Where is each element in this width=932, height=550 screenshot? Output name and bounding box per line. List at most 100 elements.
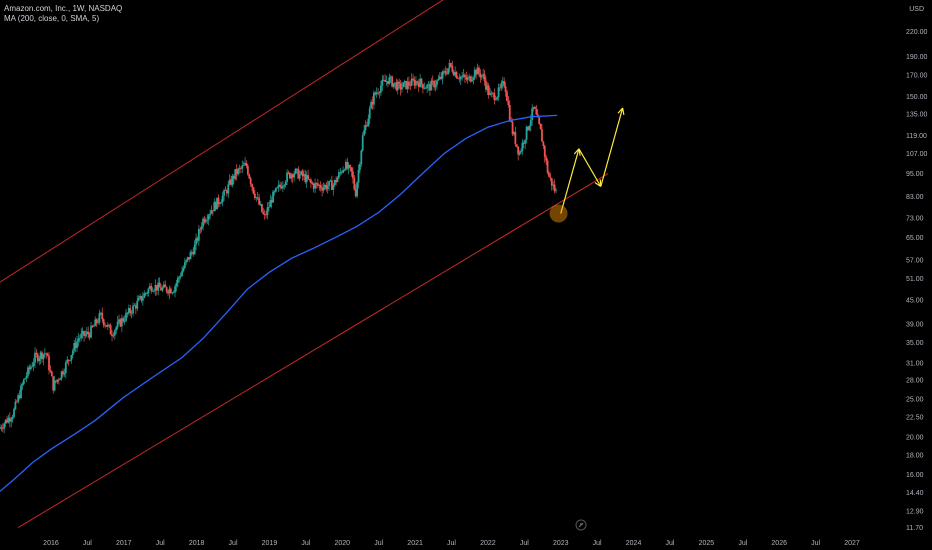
candle-body xyxy=(71,350,74,355)
candle-body xyxy=(368,108,371,119)
x-tick-label: Jul xyxy=(301,540,310,547)
candle-body xyxy=(464,74,466,78)
candle-body xyxy=(206,219,209,221)
candle-body xyxy=(108,324,111,326)
candle-body xyxy=(69,360,71,362)
candle-body xyxy=(321,188,323,191)
candle-body xyxy=(125,312,127,321)
candle-body xyxy=(471,79,473,82)
candle-body xyxy=(139,295,141,298)
candle-body xyxy=(192,251,195,255)
candle-body xyxy=(237,168,239,175)
candle-body xyxy=(141,297,144,301)
candle-body xyxy=(21,384,24,386)
candle-body xyxy=(259,204,262,205)
candle-body xyxy=(492,92,494,94)
candle-body xyxy=(309,179,312,183)
candle-body xyxy=(429,84,431,91)
candle-body xyxy=(57,379,60,381)
candle-body xyxy=(179,276,182,277)
candle-body xyxy=(284,181,287,186)
candle-body xyxy=(238,168,241,169)
candle-body xyxy=(405,81,408,89)
y-tick-label: 39.00 xyxy=(906,322,924,329)
candle-body xyxy=(167,291,169,294)
candle-body xyxy=(433,80,436,88)
candle-body xyxy=(202,218,204,227)
candle-body xyxy=(504,86,507,92)
y-tick-label: 170.00 xyxy=(906,73,928,80)
candle-body xyxy=(338,172,340,178)
candle-body xyxy=(76,341,78,349)
candle-body xyxy=(518,152,521,155)
candle-body xyxy=(319,185,322,189)
candle-body xyxy=(209,213,211,216)
candle-body xyxy=(153,290,155,292)
candle-body xyxy=(50,371,53,377)
candle-body xyxy=(423,87,426,89)
candle-body xyxy=(120,318,123,327)
candle-body xyxy=(98,313,101,323)
candle-body xyxy=(197,228,200,241)
candle-body xyxy=(199,228,202,230)
candle-body xyxy=(171,292,174,294)
candle-body xyxy=(493,93,496,101)
candle-body xyxy=(63,372,66,375)
candle-body xyxy=(483,74,486,82)
candle-body xyxy=(430,80,433,91)
candle-body xyxy=(53,380,56,391)
candle-body xyxy=(174,286,176,293)
candle-body xyxy=(326,185,329,190)
candle-body xyxy=(148,285,151,289)
x-tick-label: Jul xyxy=(665,540,674,547)
candle-body xyxy=(415,81,417,86)
candle-body xyxy=(391,76,394,87)
candle-body xyxy=(213,202,216,212)
candle-body xyxy=(182,267,185,272)
candle-body xyxy=(165,287,168,292)
candle-body xyxy=(465,77,468,80)
candle-body xyxy=(308,179,311,180)
candle-body xyxy=(64,362,67,373)
candle-body xyxy=(409,85,412,87)
y-tick-label: 11.70 xyxy=(906,525,923,532)
candle-body xyxy=(448,62,451,69)
candle-body xyxy=(1,428,4,430)
candle-body xyxy=(178,276,181,278)
candle-body xyxy=(333,179,336,185)
symbol-title: Amazon.com, Inc., 1W, NASDAQ xyxy=(4,4,123,13)
candle-body xyxy=(216,197,218,210)
candle-body xyxy=(34,352,36,363)
candle-body xyxy=(455,71,458,79)
candle-body xyxy=(45,353,48,355)
candle-body xyxy=(382,79,385,81)
candle-body xyxy=(550,178,553,186)
candle-body xyxy=(381,79,384,86)
candle-body xyxy=(283,185,286,186)
candle-body xyxy=(520,150,522,153)
y-tick-label: 51.00 xyxy=(906,276,924,283)
projection-segment xyxy=(578,148,602,187)
candle-body xyxy=(147,288,150,294)
candle-body xyxy=(200,226,203,230)
candle-body xyxy=(0,427,1,429)
price-axis: 11.70 12.90 14.40 16.00 18.00 20.00 22.50 25.00… xyxy=(906,29,928,532)
candle-body xyxy=(196,238,199,241)
candle-body xyxy=(260,204,263,212)
candle-body xyxy=(384,79,387,82)
candle-body xyxy=(454,71,457,76)
candle-body xyxy=(486,85,489,90)
candle-body xyxy=(258,197,260,205)
candle-body xyxy=(340,172,343,173)
candle-body xyxy=(220,202,223,204)
y-tick-label: 16.00 xyxy=(906,472,924,479)
candle-body xyxy=(416,81,419,83)
y-tick-label: 12.90 xyxy=(906,509,924,516)
candle-body xyxy=(204,220,207,223)
candle-body xyxy=(366,125,368,127)
candle-body xyxy=(52,376,55,391)
candle-body xyxy=(298,174,301,179)
candle-body xyxy=(20,385,22,399)
candle-body xyxy=(447,68,450,74)
